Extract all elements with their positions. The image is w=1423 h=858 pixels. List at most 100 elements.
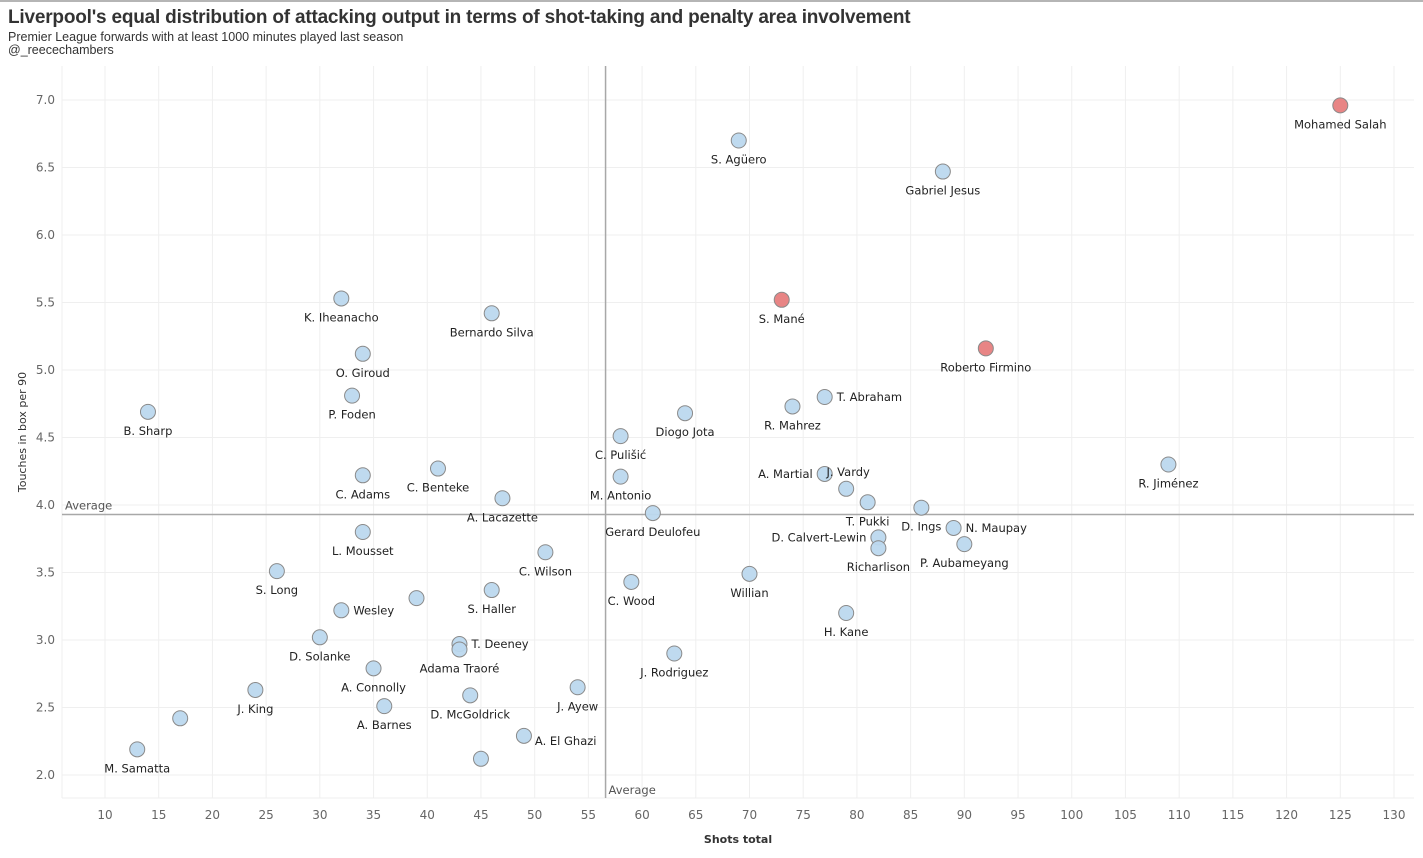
player-label: T. Deeney (470, 637, 528, 651)
player-point (472, 750, 489, 767)
player-point (612, 468, 629, 485)
player-point (429, 460, 446, 477)
player-label: Bernardo Silva (450, 325, 534, 339)
player-point (677, 405, 694, 422)
data-points (129, 97, 1349, 767)
player-label: O. Giroud (336, 366, 390, 380)
x-axis-title: Shots total (704, 833, 772, 846)
player-point (354, 467, 371, 484)
x-tick-label: 35 (366, 808, 381, 822)
y-tick-label: 5.0 (36, 363, 55, 377)
player-label: H. Kane (824, 625, 869, 639)
player-label: Richarlison (847, 560, 910, 574)
player-label: N. Maupay (966, 521, 1028, 535)
player-point (956, 536, 973, 553)
player-point (537, 544, 554, 561)
player-label: Gabriel Jesus (905, 184, 980, 198)
player-label: C. Adams (336, 487, 391, 501)
grid (61, 66, 1414, 799)
player-label: T. Abraham (836, 390, 902, 404)
player-point (623, 573, 640, 590)
player-label: J. Ayew (556, 699, 598, 713)
player-point (913, 499, 930, 516)
y-tick-label: 2.0 (36, 768, 55, 782)
player-point (569, 679, 586, 696)
y-tick-label: 2.5 (36, 701, 55, 715)
x-tick-label: 100 (1060, 808, 1083, 822)
x-tick-label: 90 (957, 808, 972, 822)
x-tick-label: 110 (1168, 808, 1191, 822)
chart-subtitle: Premier League forwards with at least 10… (8, 30, 404, 44)
player-point (311, 629, 328, 646)
liverpool-player-point (977, 340, 994, 357)
player-label: A. Martial (758, 467, 813, 481)
liverpool-player-point (773, 291, 790, 308)
player-point (1160, 456, 1177, 473)
x-tick-label: 125 (1329, 808, 1352, 822)
point-labels: Mohamed Salah S. Agüero Gabriel Jesus K. Ih… (104, 117, 1386, 775)
player-label: D. McGoldrick (430, 707, 510, 721)
x-tick-label: 80 (849, 808, 864, 822)
player-label: D. Solanke (289, 649, 350, 663)
player-point (934, 163, 951, 180)
player-point (462, 687, 479, 704)
x-tick-label: 95 (1010, 808, 1025, 822)
player-label: Adama Traoré (420, 661, 500, 675)
player-point (666, 645, 683, 662)
player-label: S. Mané (759, 312, 805, 326)
player-label: Roberto Firmino (940, 360, 1031, 374)
x-axis-ticks: 10 15 20 25 30 35 40 45 50 55 60 65 70 75 80 85 90 95 100 1… (97, 808, 1405, 822)
player-point (333, 290, 350, 307)
player-label: R. Jiménez (1138, 477, 1198, 491)
x-tick-label: 50 (527, 808, 542, 822)
player-point (172, 710, 189, 727)
y-tick-label: 3.5 (36, 566, 55, 580)
player-point (354, 345, 371, 362)
player-label: C. Wilson (519, 564, 572, 578)
player-point (515, 727, 532, 744)
x-tick-label: 45 (473, 808, 488, 822)
player-label: C. Wood (608, 594, 655, 608)
player-label: D. Calvert-Lewin (772, 530, 867, 544)
player-label: A. Connolly (341, 680, 406, 694)
x-average-label: Average (609, 783, 656, 797)
plot-background (62, 66, 1414, 798)
y-tick-label: 6.0 (36, 228, 55, 242)
player-point (483, 305, 500, 322)
player-label: Diogo Jota (656, 425, 715, 439)
x-tick-label: 20 (205, 808, 220, 822)
chart-title: Liverpool's equal distribution of attack… (8, 7, 911, 28)
y-tick-label: 6.5 (36, 161, 55, 175)
player-label: C. Benteke (407, 481, 470, 495)
player-point (741, 565, 758, 582)
y-tick-label: 4.5 (36, 431, 55, 445)
player-point (644, 505, 661, 522)
x-tick-label: 40 (420, 808, 435, 822)
player-label: S. Haller (467, 602, 516, 616)
player-label: T. Pukki (845, 514, 890, 528)
x-tick-label: 70 (742, 808, 757, 822)
y-average-label: Average (65, 498, 112, 512)
player-point (816, 465, 833, 482)
player-label: Wesley (353, 603, 394, 617)
y-axis-ticks: 2.0 2.5 3.0 3.5 4.0 4.5 5.0 5.5 6.0 6.5 7.0 (36, 93, 55, 782)
player-point (354, 524, 371, 540)
player-point (945, 519, 962, 536)
x-tick-label: 10 (97, 808, 112, 822)
player-label: K. Iheanacho (304, 310, 379, 324)
player-label: J. King (236, 702, 273, 716)
x-tick-label: 120 (1275, 808, 1298, 822)
player-label: Willian (730, 586, 768, 600)
player-label: B. Sharp (124, 424, 173, 438)
player-label: S. Agüero (711, 153, 767, 167)
y-tick-label: 3.0 (36, 633, 55, 647)
player-point (730, 132, 747, 149)
x-tick-label: 130 (1383, 808, 1406, 822)
player-point (247, 681, 264, 698)
player-label: A. El Ghazi (535, 734, 597, 748)
player-point (365, 660, 382, 677)
player-point (139, 403, 156, 420)
y-axis-title: Touches in box per 90 (16, 372, 29, 493)
player-label: D. Ings (901, 520, 941, 534)
